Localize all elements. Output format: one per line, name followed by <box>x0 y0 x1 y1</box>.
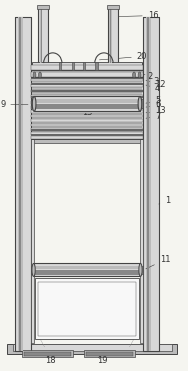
Bar <box>34 104 140 109</box>
Bar <box>35 278 139 339</box>
Bar <box>108 6 118 63</box>
Bar <box>95 62 98 70</box>
Bar <box>34 96 140 111</box>
Bar <box>34 266 140 269</box>
Text: 18: 18 <box>45 356 56 365</box>
Bar <box>31 124 143 126</box>
Bar <box>31 74 143 139</box>
Bar <box>37 5 49 9</box>
Bar <box>84 350 135 357</box>
Bar <box>13 344 172 351</box>
Ellipse shape <box>138 96 142 111</box>
Bar <box>40 6 42 63</box>
Text: 2: 2 <box>143 72 153 81</box>
Bar <box>140 266 143 274</box>
Bar <box>34 263 140 276</box>
Bar <box>31 90 143 92</box>
Text: 13: 13 <box>146 106 166 115</box>
Bar <box>31 106 143 109</box>
Text: 3: 3 <box>148 77 159 86</box>
Text: 15: 15 <box>82 108 92 117</box>
Bar <box>32 76 142 137</box>
Bar <box>24 352 71 356</box>
Bar <box>19 17 21 351</box>
Text: 19: 19 <box>97 356 107 365</box>
Bar <box>31 70 143 77</box>
Bar <box>59 62 61 70</box>
Circle shape <box>133 72 136 78</box>
Bar <box>31 128 143 131</box>
Text: 11: 11 <box>146 255 170 269</box>
Bar <box>22 350 73 357</box>
Bar <box>15 17 31 351</box>
Bar <box>32 62 142 71</box>
Circle shape <box>33 72 36 78</box>
Text: 7: 7 <box>146 112 161 121</box>
Bar <box>18 17 23 351</box>
Text: 4: 4 <box>146 84 160 93</box>
Bar <box>143 17 159 351</box>
Bar <box>140 139 143 343</box>
Bar <box>107 5 119 9</box>
Bar <box>72 62 74 70</box>
Bar <box>31 63 143 71</box>
Bar <box>31 115 143 117</box>
Circle shape <box>39 72 41 78</box>
Bar <box>109 6 112 63</box>
Bar <box>139 99 143 108</box>
Bar <box>83 62 85 70</box>
Bar <box>31 77 143 79</box>
Bar <box>31 139 34 343</box>
Bar <box>38 282 136 336</box>
Text: 1: 1 <box>159 196 170 205</box>
Bar <box>31 83 143 85</box>
Bar <box>110 6 111 63</box>
Bar <box>41 6 42 63</box>
Text: 16: 16 <box>115 11 158 20</box>
Bar <box>7 344 177 354</box>
Bar <box>31 95 143 98</box>
Ellipse shape <box>32 96 36 111</box>
Bar <box>31 99 34 108</box>
Circle shape <box>138 72 141 78</box>
Bar <box>146 17 151 351</box>
Ellipse shape <box>32 263 35 276</box>
Bar <box>31 119 143 122</box>
Bar <box>34 99 140 103</box>
Bar <box>31 90 143 92</box>
Bar <box>31 266 34 274</box>
Text: 12: 12 <box>146 80 166 89</box>
Text: 6: 6 <box>146 101 161 109</box>
Bar <box>31 65 143 70</box>
Bar <box>31 136 143 139</box>
Bar <box>31 96 143 98</box>
Bar <box>31 129 143 131</box>
Bar <box>31 84 143 87</box>
Text: 20: 20 <box>99 52 147 61</box>
Text: 9: 9 <box>0 100 28 109</box>
Bar <box>31 138 143 143</box>
Bar <box>31 134 143 136</box>
Bar <box>38 6 48 63</box>
Bar <box>31 110 143 113</box>
Bar <box>31 79 143 81</box>
Text: 5: 5 <box>146 96 160 105</box>
Bar <box>147 17 149 351</box>
Bar <box>34 270 140 275</box>
Bar <box>86 352 133 356</box>
Bar <box>31 101 143 104</box>
Ellipse shape <box>139 263 142 276</box>
Bar <box>31 72 143 77</box>
Bar <box>31 132 143 135</box>
